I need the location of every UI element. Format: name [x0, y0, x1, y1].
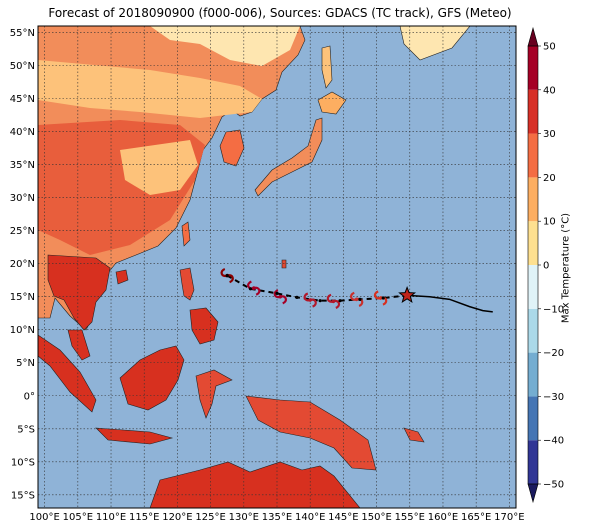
lon-tick-label: 150°E — [361, 512, 391, 523]
track-point — [338, 299, 342, 303]
colorbar-tick-label: −20 — [543, 348, 564, 359]
land-sulawesi — [195, 369, 233, 419]
lon-tick-label: 105°E — [63, 512, 93, 523]
lon-axis: 100°E 105°E 110°E 115°E 120°E 125°E 130°E 135°E… — [29, 512, 524, 523]
map-frame — [37, 25, 517, 509]
colorbar-segment — [528, 308, 538, 353]
colorbar-extend-bottom — [527, 483, 539, 504]
current-position-star-icon — [398, 286, 417, 304]
colorbar-tick-label: 40 — [543, 85, 556, 96]
land-sumatra — [38, 334, 97, 413]
track-point — [381, 296, 385, 300]
lat-tick-label: 0° — [24, 391, 35, 402]
colorbar-tick-label: −40 — [543, 436, 564, 447]
lon-tick-label: 140°E — [295, 512, 325, 523]
lon-tick-label: 130°E — [229, 512, 259, 523]
lon-tick-label: 155°E — [395, 512, 425, 523]
land-korea — [219, 129, 245, 167]
colorbar-segment — [528, 89, 538, 134]
lon-tick-label: 115°E — [129, 512, 159, 523]
lat-tick-label: 10°S — [11, 457, 35, 468]
colorbar-tick-label: 50 — [543, 42, 556, 53]
storm-symbol-icon — [247, 280, 261, 296]
land-indochina — [47, 254, 111, 331]
colorbar-segment — [528, 352, 538, 397]
land-siberia-pale — [150, 26, 300, 66]
lat-tick-label: 15°N — [10, 292, 35, 303]
land-taiwan — [181, 221, 191, 247]
lat-tick-label: 50°N — [10, 61, 35, 72]
colorbar-extend-top — [527, 26, 539, 47]
colorbar-segment — [528, 396, 538, 441]
colorbar-tick-label: −30 — [543, 392, 564, 403]
lon-tick-label: 125°E — [195, 512, 225, 523]
land-malay — [67, 329, 91, 361]
lon-tick-label: 120°E — [162, 512, 192, 523]
land-java — [95, 427, 174, 445]
storm-track — [220, 267, 493, 313]
land-japan-honshu — [254, 117, 323, 197]
colorbar-label: Max Temperature (°C) — [560, 212, 572, 324]
track-history-line — [407, 294, 493, 313]
colorbar-tick-label: 20 — [543, 173, 556, 184]
colorbar-tick-label: 10 — [543, 217, 556, 228]
track-point — [318, 299, 322, 303]
storm-symbol-icon — [273, 289, 288, 305]
land-china-pale — [120, 140, 198, 195]
colorbar: 50 40 30 20 10 0 −10 −20 −30 −40 −50 — [527, 26, 564, 504]
track-point — [358, 297, 362, 301]
lat-tick-label: 55°N — [10, 28, 35, 39]
lon-tick-label: 165°E — [461, 512, 491, 523]
land-new-guinea — [245, 395, 377, 471]
lon-tick-label: 135°E — [262, 512, 292, 523]
land-layer — [38, 26, 471, 508]
storm-symbol-icon — [373, 290, 388, 306]
colorbar-segment — [528, 46, 538, 90]
lat-axis: 55°N 50°N 45°N 40°N 35°N 30°N 25°N 20°N 15°N 10°N… — [10, 28, 35, 501]
land-borneo — [119, 345, 185, 411]
lat-tick-label: 40°N — [10, 127, 35, 138]
land-hainan — [115, 269, 129, 285]
storm-symbol-icon — [349, 291, 364, 307]
lat-tick-label: 25°N — [10, 226, 35, 237]
lon-tick-label: 145°E — [328, 512, 358, 523]
land-philippines-luzon — [179, 267, 195, 301]
lon-tick-label: 100°E — [29, 512, 59, 523]
lat-tick-label: 30°N — [10, 193, 35, 204]
lat-tick-label: 5°N — [16, 358, 35, 369]
map-title: Forecast of 2018090900 (f000-006), Sourc… — [48, 6, 512, 20]
colorbar-segment — [528, 265, 538, 309]
lat-tick-label: 35°N — [10, 160, 35, 171]
storm-symbol-icon — [326, 293, 341, 309]
lat-tick-label: 20°N — [10, 259, 35, 270]
track-point — [225, 273, 229, 278]
colorbar-segment — [528, 133, 538, 178]
lat-tick-label: 45°N — [10, 94, 35, 105]
land-australia — [149, 461, 361, 508]
land-sakhalin — [321, 45, 333, 89]
colorbar-segment — [528, 440, 538, 484]
colorbar-segment — [528, 221, 538, 265]
land-siberia-light — [38, 60, 262, 118]
lon-tick-label: 160°E — [428, 512, 458, 523]
track-point — [248, 287, 253, 291]
track-point — [295, 295, 299, 299]
lat-tick-label: 15°S — [11, 490, 35, 501]
lat-tick-label: 10°N — [10, 325, 35, 336]
colorbar-tick-label: −10 — [543, 304, 564, 315]
colorbar-segment — [528, 177, 538, 222]
colorbar-tick-label: 0 — [543, 261, 549, 272]
land-marianas — [281, 259, 287, 269]
land-kamchatka — [399, 26, 471, 61]
colorbar-tick-label: 30 — [543, 129, 556, 140]
colorbar-tick-label: −50 — [543, 480, 564, 491]
storm-symbol-icon — [303, 292, 317, 308]
track-point — [275, 291, 279, 296]
lon-tick-label: 110°E — [96, 512, 126, 523]
lat-tick-label: 5°S — [17, 424, 35, 435]
land-japan-hokkaido — [317, 91, 347, 115]
lon-tick-label: 170°E — [494, 512, 524, 523]
land-solomons — [403, 427, 425, 443]
